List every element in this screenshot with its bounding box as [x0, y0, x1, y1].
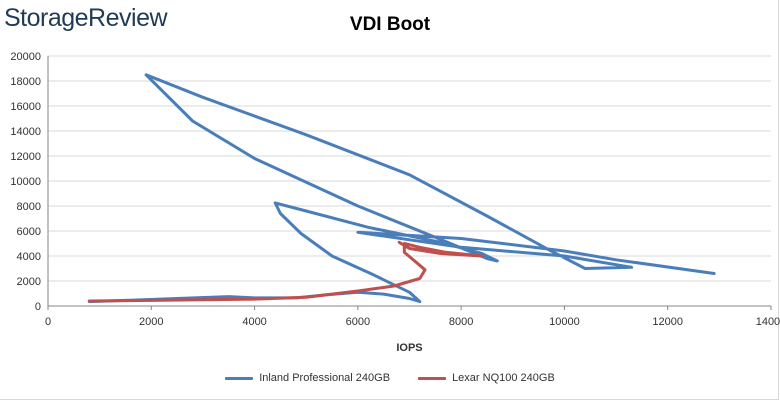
legend: Inland Professional 240GB Lexar NQ100 24… [0, 372, 780, 384]
y-tick-label: 10000 [10, 176, 41, 188]
chart-title: VDI Boot [349, 14, 431, 35]
x-axis-title: IOPS [396, 342, 422, 354]
tick-labels: 0 2000 4000 6000 8000 10000 12000 14000 16000 180… [10, 51, 780, 328]
legend-swatch-inland [225, 376, 254, 380]
legend-item-inland: Inland Professional 240GB [225, 372, 390, 384]
x-tick-label: 12000 [652, 316, 683, 328]
x-tick-label: 6000 [346, 316, 370, 328]
x-tick-label: 10000 [549, 316, 580, 328]
x-tick-label: 2000 [139, 316, 163, 328]
y-tick-label: 12000 [10, 151, 41, 163]
y-tick-label: 14000 [10, 126, 41, 138]
y-tick-label: 18000 [10, 76, 41, 88]
legend-swatch-lexar [418, 376, 447, 380]
axes [47, 56, 772, 310]
x-tick-label: 14000 [756, 316, 780, 328]
brand-logo: StorageReview [4, 4, 168, 32]
y-tick-label: 6000 [17, 226, 41, 238]
y-tick-label: 4000 [17, 251, 41, 263]
series-line-1 [87, 240, 484, 303]
legend-item-lexar: Lexar NQ100 240GB [418, 372, 555, 384]
x-tick-label: 8000 [449, 316, 473, 328]
series-line-0 [87, 73, 716, 304]
y-tick-label: 20000 [10, 51, 41, 63]
legend-label-inland: Inland Professional 240GB [259, 372, 391, 384]
x-tick-label: 0 [45, 316, 51, 328]
y-tick-label: 16000 [10, 101, 41, 113]
gridlines [48, 55, 771, 282]
series-lines [87, 73, 716, 304]
x-tick-label: 4000 [242, 316, 266, 328]
legend-label-lexar: Lexar NQ100 240GB [452, 372, 555, 384]
y-tick-label: 2000 [17, 276, 41, 288]
y-tick-label: 8000 [17, 201, 41, 213]
y-tick-label: 0 [35, 301, 41, 313]
